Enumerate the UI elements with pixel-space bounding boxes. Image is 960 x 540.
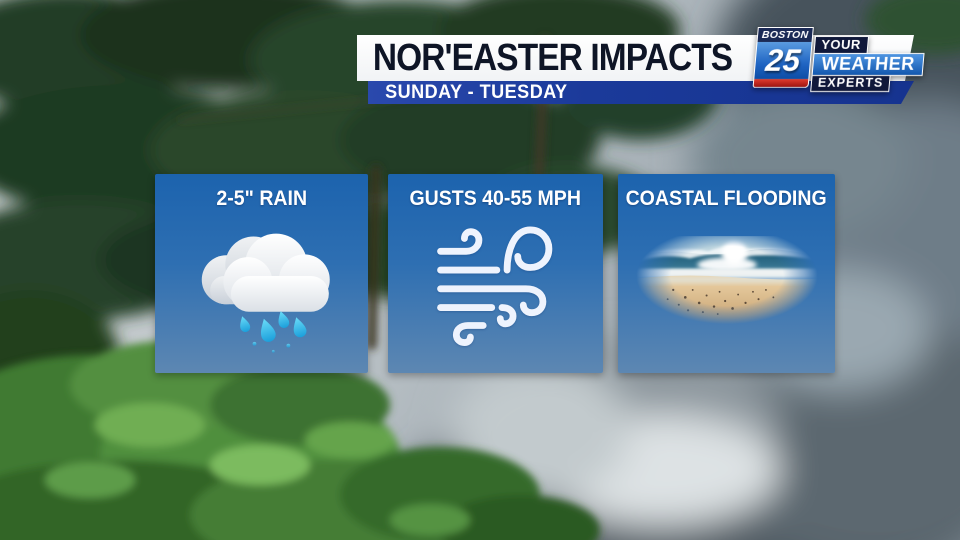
coastal-flooding-label: COASTAL FLOODING (625, 187, 828, 210)
station-logo-mark: BOSTON 25 (752, 27, 814, 92)
logo-red-stripe (752, 79, 810, 88)
wind-gusts-label: GUSTS 40-55 MPH (409, 187, 582, 210)
station-logo: BOSTON 25 YOUR WEATHER EXPERTS (752, 27, 927, 92)
tagline-experts: EXPERTS (810, 75, 892, 92)
impact-card-rain: 2-5" RAIN (155, 174, 368, 373)
date-range-text: SUNDAY - TUESDAY (385, 81, 568, 103)
wind-gust-icon (436, 226, 552, 347)
tagline-weather: WEATHER (811, 53, 925, 76)
channel-number: 25 (753, 42, 813, 79)
station-name: BOSTON (756, 27, 814, 42)
headline-text: NOR'EASTER IMPACTS (372, 36, 733, 79)
station-tagline: YOUR WEATHER EXPERTS (810, 36, 926, 92)
tagline-your: YOUR (813, 36, 869, 54)
rain-amount-label: 2-5" RAIN (216, 187, 307, 210)
impact-card-coastal-flooding: COASTAL FLOODING (618, 174, 835, 373)
rain-cloud-icon (201, 233, 330, 353)
impact-card-wind: GUSTS 40-55 MPH (388, 174, 603, 373)
coastal-waves-image (633, 236, 820, 327)
